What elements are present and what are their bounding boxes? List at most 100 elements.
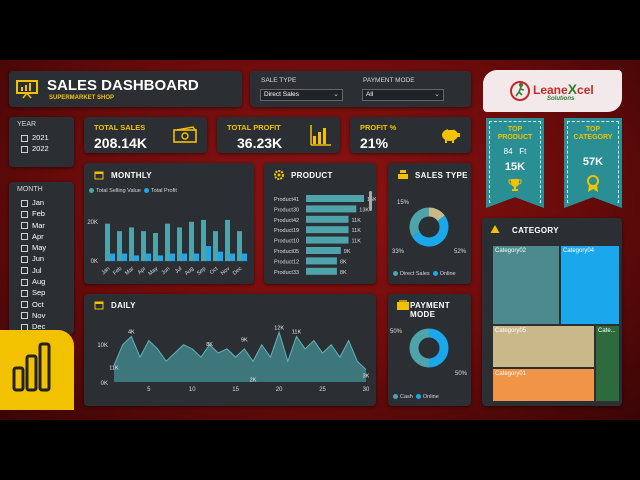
slicer-option[interactable]: Oct xyxy=(21,299,46,310)
top-category-value: 57K xyxy=(582,156,604,168)
slicer-option[interactable]: May xyxy=(21,242,46,253)
x-tick-label: Jul xyxy=(174,266,183,275)
checkbox[interactable] xyxy=(21,134,28,142)
bar-profit xyxy=(194,253,199,261)
product-bar xyxy=(306,226,349,234)
top-product-title-1: TOP xyxy=(507,126,523,133)
year-slicer-items: 2021 2022 xyxy=(21,132,49,155)
data-label: 8K xyxy=(340,259,347,265)
treemap-tile[interactable]: Category05 xyxy=(492,325,595,368)
treemap-tile[interactable]: Category02 xyxy=(492,245,560,325)
sale-type-value: Direct Sales xyxy=(264,91,300,98)
slicer-option[interactable]: Aug xyxy=(21,276,46,287)
filter-panel: SALE TYPE Direct Sales ⌄ PAYMENT MODE Al… xyxy=(250,71,471,107)
x-tick-label: May xyxy=(147,266,159,277)
bar-profit xyxy=(110,253,115,261)
slicer-option[interactable]: 2022 xyxy=(21,143,49,154)
data-label: 11K xyxy=(292,329,302,335)
checkbox[interactable] xyxy=(21,145,28,153)
data-label: 11K xyxy=(352,218,362,224)
bar-selling-value xyxy=(165,223,170,261)
x-tick-label: 15 xyxy=(232,387,239,393)
kpi-total-profit: TOTAL PROFIT 36.23K xyxy=(217,117,340,153)
piggy-bank-icon xyxy=(442,128,460,143)
slicer-option[interactable]: Sep xyxy=(21,287,46,298)
logo-wordmark: LeaneXcel xyxy=(533,81,594,97)
treemap-tile[interactable]: Cate... xyxy=(595,325,620,402)
money-icon xyxy=(173,126,197,143)
bar-selling-value xyxy=(117,231,122,261)
dashboard-title: SALES DASHBOARD xyxy=(47,77,199,94)
bar-selling-value xyxy=(105,223,110,261)
month-slicer-title: MONTH xyxy=(17,186,43,193)
product-bar-chart: Product4115KProduct3013KProduct4211KProd… xyxy=(274,195,376,276)
area-line xyxy=(113,330,367,370)
legend-swatch xyxy=(432,271,438,277)
x-tick-label: Jun xyxy=(161,266,172,276)
product-bar xyxy=(306,236,349,244)
checkbox[interactable] xyxy=(21,256,28,263)
checkbox[interactable] xyxy=(21,210,28,218)
payment-mode-legend: Cash Online xyxy=(393,394,439,400)
checkbox[interactable] xyxy=(21,312,28,320)
slicer-option[interactable]: Nov xyxy=(21,310,46,321)
slicer-option[interactable]: 2021 xyxy=(21,132,49,143)
slicer-option[interactable]: Apr xyxy=(21,231,46,242)
product-bar xyxy=(306,257,337,265)
bar-profit xyxy=(230,253,235,261)
kpi-label: TOTAL PROFIT xyxy=(227,123,281,132)
category-title: CATEGORY xyxy=(512,226,559,235)
donut-label: 15% xyxy=(397,200,410,206)
checkbox[interactable] xyxy=(21,233,28,241)
slicer-option[interactable]: Jul xyxy=(21,265,46,276)
checkbox[interactable] xyxy=(21,278,28,286)
slicer-option[interactable]: Jan xyxy=(21,197,46,208)
checkbox[interactable] xyxy=(21,222,28,230)
payment-mode-value: All xyxy=(366,91,374,98)
checkbox[interactable] xyxy=(21,289,28,297)
payment-mode-dropdown[interactable]: All ⌄ xyxy=(362,89,444,101)
x-tick-label: 25 xyxy=(319,387,326,393)
x-tick-label: Jan xyxy=(101,266,112,276)
slicer-option[interactable]: Mar xyxy=(21,220,46,231)
bar-selling-value xyxy=(153,233,158,261)
area-fill xyxy=(114,332,366,382)
treemap-tile[interactable]: Category01 xyxy=(492,368,595,402)
x-tick-label: Apr xyxy=(137,266,148,276)
checkbox[interactable] xyxy=(21,244,28,252)
category-panel: CATEGORY Category02 Category04 Category0… xyxy=(482,218,622,406)
scrollbar[interactable] xyxy=(369,191,372,211)
data-label: 8K xyxy=(340,270,347,276)
data-label: 2K xyxy=(250,378,257,384)
checkbox[interactable] xyxy=(21,199,28,207)
product-label: Product41 xyxy=(274,197,299,203)
data-label: 13K xyxy=(359,207,369,213)
kpi-label: TOTAL SALES xyxy=(94,123,146,132)
slicer-option[interactable]: Feb xyxy=(21,208,46,219)
bar-profit xyxy=(206,246,211,261)
x-tick-label: Aug xyxy=(184,266,195,277)
sales-type-legend: Direct Sales Online xyxy=(393,271,456,277)
slicer-option[interactable]: Jun xyxy=(21,253,46,264)
x-tick-label: Mar xyxy=(124,266,135,277)
sales-type-panel: SALES TYPE 15% 33% 52% Direct Sales Onli… xyxy=(388,163,471,284)
runner-logo-icon xyxy=(510,81,530,101)
bar-profit xyxy=(242,253,247,261)
donut-slice xyxy=(409,328,430,368)
product-bar xyxy=(306,205,357,213)
x-tick-label: Dec xyxy=(232,266,244,277)
trophy-icon xyxy=(508,179,522,191)
bar-selling-value xyxy=(177,227,182,261)
logo-badge: LeaneXcel Solutions xyxy=(483,70,622,112)
kpi-value: 208.14K xyxy=(94,135,147,151)
bar-profit xyxy=(218,251,223,261)
checkbox[interactable] xyxy=(21,301,28,309)
top-product-id: 84 Ft xyxy=(503,147,527,156)
treemap-tile[interactable]: Category04 xyxy=(560,245,620,325)
product-label: Product33 xyxy=(274,270,299,276)
y-tick-label: 20K xyxy=(87,220,98,226)
sale-type-dropdown[interactable]: Direct Sales ⌄ xyxy=(260,89,343,101)
checkbox[interactable] xyxy=(21,267,28,275)
sales-type-title: SALES TYPE xyxy=(415,171,468,180)
presentation-chart-icon xyxy=(16,80,38,99)
